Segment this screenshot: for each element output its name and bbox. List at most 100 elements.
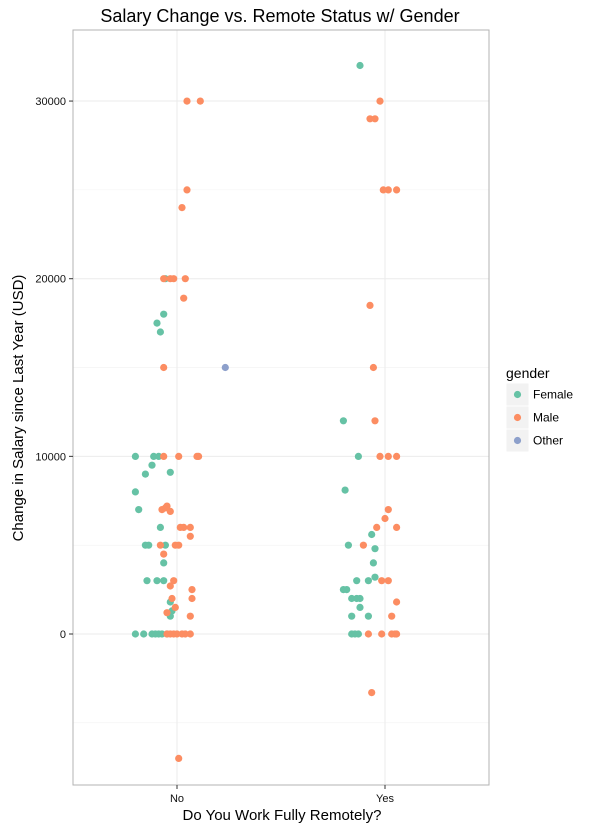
point-female-35 <box>356 603 364 612</box>
point-female-12 <box>160 577 168 585</box>
point-male-48 <box>393 598 401 606</box>
point-male-33 <box>160 275 168 283</box>
point-female-32 <box>348 594 356 603</box>
point-male-53 <box>381 514 389 523</box>
point-male-35 <box>170 275 178 283</box>
point-female-40 <box>348 612 356 620</box>
point-other-0 <box>221 363 229 372</box>
point-female-49 <box>354 452 362 460</box>
plot-area <box>72 29 490 786</box>
point-male-10 <box>168 594 176 603</box>
point-female-24 <box>150 452 158 460</box>
point-male-62 <box>379 186 387 194</box>
legend-marker-male <box>513 413 522 422</box>
legend-title: gender <box>506 365 550 381</box>
point-male-27 <box>160 452 168 460</box>
point-male-67 <box>376 97 384 105</box>
point-male-41 <box>175 754 183 763</box>
point-male-7 <box>163 609 171 617</box>
point-female-21 <box>166 468 174 476</box>
point-male-61 <box>366 301 374 309</box>
plot-background <box>73 30 489 785</box>
point-male-37 <box>178 204 186 212</box>
x-tick-label-0: No <box>170 793 184 805</box>
point-female-45 <box>344 541 352 549</box>
point-male-25 <box>163 502 171 510</box>
legend: gender Female Male Other <box>505 365 573 453</box>
point-female-20 <box>141 470 149 478</box>
series-other <box>221 363 229 372</box>
point-male-28 <box>175 452 183 460</box>
point-female-39 <box>354 630 362 638</box>
point-male-5 <box>181 630 189 638</box>
point-male-16 <box>156 541 164 549</box>
x-axis: No Yes <box>170 785 394 805</box>
point-female-1 <box>140 630 148 638</box>
point-male-57 <box>384 452 392 460</box>
point-male-46 <box>393 630 401 638</box>
point-male-14 <box>170 577 178 585</box>
point-male-52 <box>373 523 381 532</box>
point-male-9 <box>186 612 194 620</box>
point-female-15 <box>145 541 153 549</box>
point-female-25 <box>155 452 163 460</box>
point-female-22 <box>148 461 156 469</box>
point-female-18 <box>135 506 143 514</box>
point-female-27 <box>153 319 161 327</box>
point-female-44 <box>369 559 377 567</box>
point-male-54 <box>384 506 392 514</box>
point-male-22 <box>186 523 194 532</box>
point-male-6 <box>186 630 194 638</box>
point-male-65 <box>366 115 374 123</box>
point-female-36 <box>364 612 372 620</box>
point-male-15 <box>160 550 168 558</box>
point-male-19 <box>186 532 194 540</box>
point-male-31 <box>160 363 168 372</box>
point-female-23 <box>131 452 139 460</box>
point-female-50 <box>339 417 347 425</box>
y-tick-label-1: 10000 <box>35 451 66 463</box>
point-male-68 <box>368 689 376 697</box>
point-female-48 <box>341 486 349 494</box>
point-male-40 <box>196 97 204 105</box>
y-axis-title: Change in Salary since Last Year (USD) <box>10 275 27 542</box>
point-male-42 <box>364 630 372 638</box>
point-male-32 <box>180 294 188 302</box>
point-female-41 <box>353 577 361 585</box>
y-tick-label-0: 0 <box>60 629 66 641</box>
point-female-42 <box>364 577 372 585</box>
point-male-51 <box>359 541 367 549</box>
y-tick-label-2: 20000 <box>35 274 66 286</box>
point-female-47 <box>368 530 376 539</box>
point-female-26 <box>156 328 164 336</box>
point-female-43 <box>371 573 379 581</box>
point-male-50 <box>384 577 392 585</box>
point-male-26 <box>166 507 174 515</box>
point-female-17 <box>156 523 164 532</box>
y-tick-label-3: 30000 <box>35 96 66 108</box>
point-female-0 <box>131 630 139 638</box>
point-male-21 <box>180 523 188 532</box>
point-female-31 <box>343 586 351 594</box>
point-female-5 <box>158 630 166 638</box>
chart-title: Salary Change vs. Remote Status w/ Gende… <box>100 6 459 26</box>
point-male-49 <box>378 577 386 585</box>
point-female-10 <box>143 577 151 585</box>
point-female-16 <box>161 541 169 549</box>
point-male-63 <box>384 186 392 194</box>
point-female-34 <box>356 594 364 603</box>
grid-lines <box>73 30 489 785</box>
point-male-12 <box>188 586 196 594</box>
y-axis: 0 10000 20000 30000 <box>35 96 73 641</box>
point-male-30 <box>195 452 203 460</box>
legend-label-other: Other <box>533 434 563 448</box>
data-points <box>131 61 401 763</box>
series-male <box>156 97 401 763</box>
plot-border <box>72 29 490 786</box>
point-male-39 <box>183 97 191 105</box>
point-female-51 <box>356 61 364 70</box>
point-male-47 <box>388 612 396 620</box>
legend-marker-female <box>513 390 522 399</box>
point-male-36 <box>181 275 189 283</box>
point-male-60 <box>369 363 377 372</box>
